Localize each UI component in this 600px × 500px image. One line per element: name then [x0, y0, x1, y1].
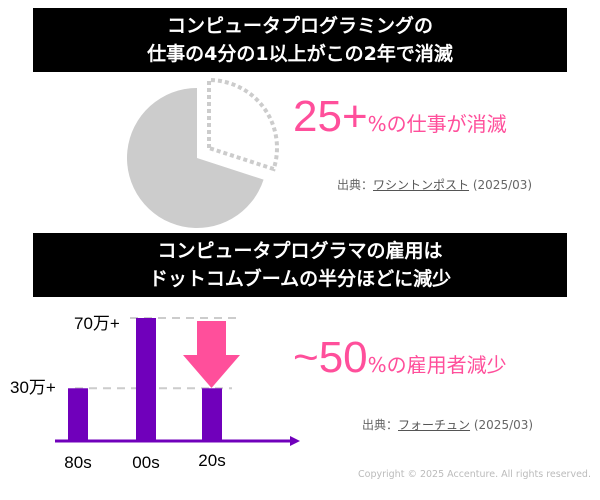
source-date: (2025/03)	[472, 178, 533, 192]
section2-title-line2: ドットコムブームの半分ほどに減少	[148, 268, 452, 290]
value-label-30: 30万+	[10, 378, 56, 397]
section2-title-banner: コンピュータプログラマの雇用は ドットコムブームの半分ほどに減少	[33, 233, 567, 297]
pie-remaining-slice	[127, 88, 264, 228]
copyright: Copyright © 2025 Accenture. All rights r…	[358, 469, 591, 480]
section2-source: 出典：フォーチュン (2025/03)	[362, 416, 533, 433]
section1-title-line1: コンピュータプログラミングの	[166, 15, 433, 37]
source-date: (2025/03)	[473, 418, 534, 432]
section1-title-banner: コンピュータプログラミングの 仕事の4分の1以上がこの2年で消滅	[33, 8, 567, 72]
pie-removed-slice	[207, 77, 279, 172]
category-label-80s: 80s	[64, 453, 91, 472]
source-link-washington-post[interactable]: ワシントンポスト	[373, 178, 470, 192]
section1-stat: 25+%の仕事が消滅	[293, 92, 507, 142]
section2-stat-number: ~50	[293, 333, 368, 382]
section1-stat-number: 25+	[293, 92, 368, 141]
decrease-arrow-icon	[183, 321, 240, 388]
section1-source: 出典：ワシントンポスト (2025/03)	[337, 176, 532, 193]
value-label-70: 70万+	[74, 314, 120, 333]
source-label: 出典：	[362, 418, 399, 432]
x-axis-arrowhead	[290, 436, 300, 446]
section2-title-line1: コンピュータプログラマの雇用は	[157, 240, 443, 262]
category-label-20s: 20s	[198, 451, 225, 470]
section1-stat-text: %の仕事が消滅	[367, 112, 507, 136]
section2-stat-text: %の雇用者減少	[367, 353, 507, 377]
section1-title-line2: 仕事の4分の1以上がこの2年で消滅	[147, 43, 453, 65]
source-label: 出典：	[337, 178, 374, 192]
bar-20s	[202, 388, 222, 441]
source-link-fortune[interactable]: フォーチュン	[398, 418, 471, 432]
category-label-00s: 00s	[132, 453, 159, 472]
section2-stat: ~50%の雇用者減少	[293, 333, 507, 383]
bar-80s	[68, 388, 88, 441]
bar-00s	[136, 318, 156, 441]
